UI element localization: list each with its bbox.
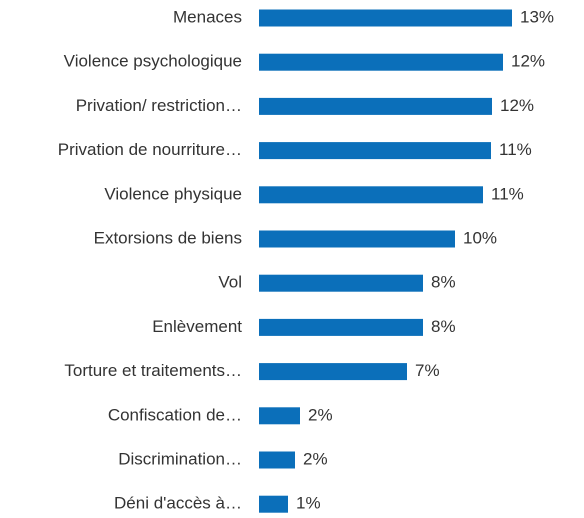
bar	[259, 9, 512, 27]
value-label: 12%	[511, 52, 545, 71]
bar	[259, 363, 407, 381]
bar	[259, 186, 483, 204]
category-label: Menaces	[173, 7, 242, 26]
bar	[259, 97, 492, 115]
value-label: 10%	[463, 228, 497, 247]
category-label: Extorsions de biens	[94, 228, 242, 247]
value-label: 1%	[296, 494, 321, 513]
category-label: Violence physique	[104, 184, 242, 203]
value-label: 8%	[431, 317, 456, 336]
category-label: Déni d'accès à…	[114, 494, 242, 513]
bar	[259, 230, 455, 248]
value-label: 11%	[499, 140, 532, 159]
bar	[259, 407, 300, 425]
category-label: Enlèvement	[152, 317, 242, 336]
value-label: 2%	[303, 449, 328, 468]
bar	[259, 495, 288, 513]
bar	[259, 142, 491, 160]
value-label: 7%	[415, 361, 440, 380]
category-label: Torture et traitements…	[64, 361, 242, 380]
value-label: 2%	[308, 405, 333, 424]
bar	[259, 274, 423, 292]
bar	[259, 318, 423, 336]
value-label: 11%	[491, 184, 524, 203]
value-label: 8%	[431, 273, 456, 292]
value-label: 12%	[500, 96, 534, 115]
value-label: 13%	[520, 7, 554, 26]
category-label: Privation de nourriture…	[58, 140, 242, 159]
category-label: Discrimination…	[118, 449, 242, 468]
category-label: Privation/ restriction…	[76, 96, 242, 115]
category-label: Vol	[218, 273, 242, 292]
category-label: Confiscation de…	[108, 405, 242, 424]
category-label: Violence psychologique	[64, 52, 242, 71]
bar	[259, 451, 295, 469]
bar	[259, 53, 503, 71]
